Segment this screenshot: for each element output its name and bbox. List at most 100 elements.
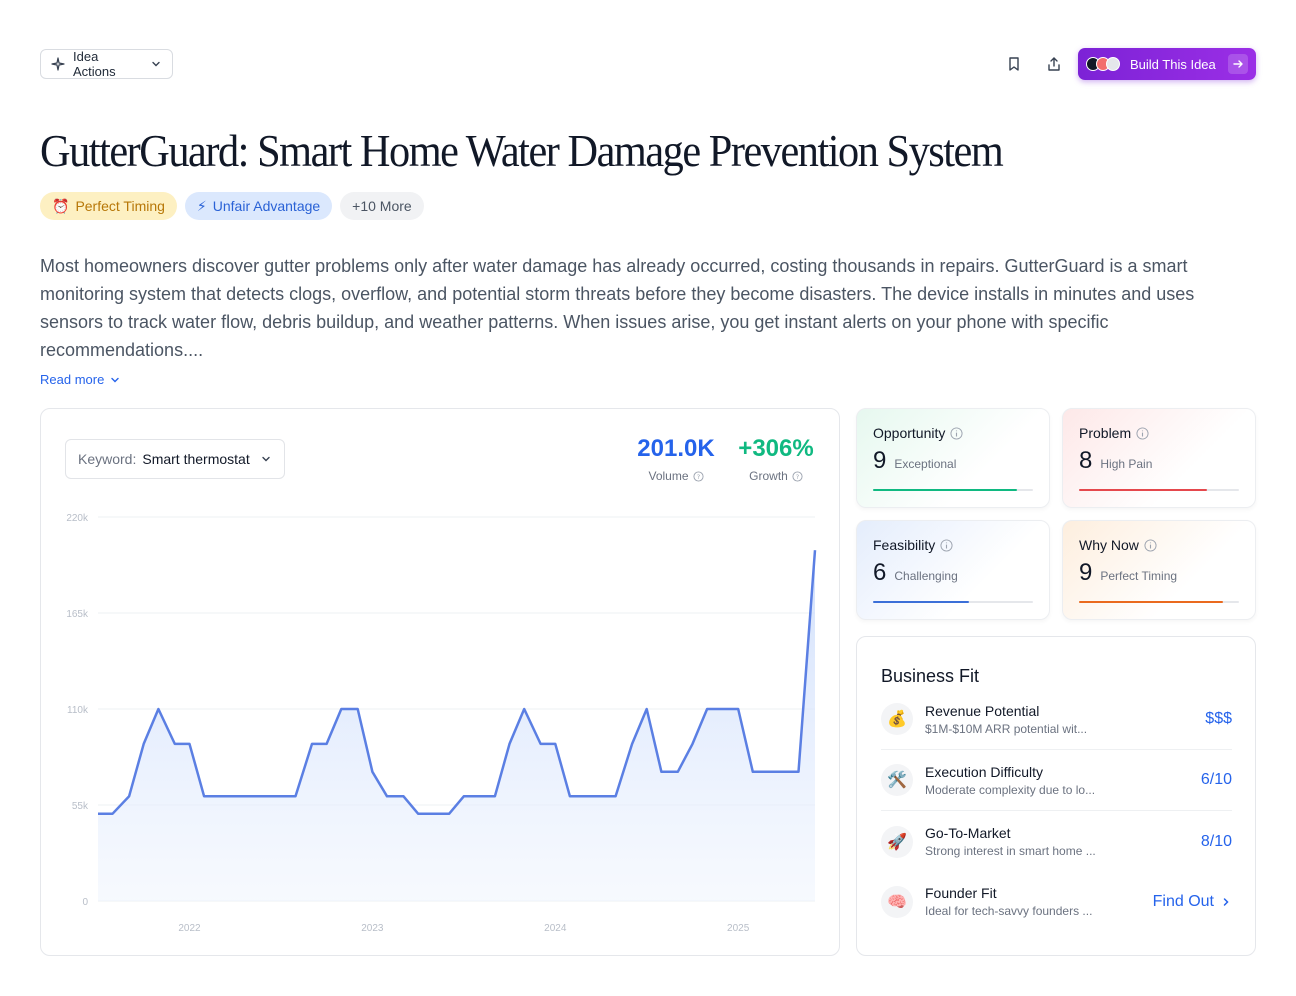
tag-unfair-advantage[interactable]: ⚡ Unfair Advantage [184,192,333,220]
find-out-label: Find Out [1152,892,1214,910]
tool-logos [1086,57,1120,71]
idea-actions-label: Idea Actions [73,49,116,79]
keyword-value: Smart thermostat [142,451,250,467]
keyword-select[interactable]: Keyword: Smart thermostat [65,439,285,479]
fit-text: Founder Fit Ideal for tech-savvy founder… [925,885,1101,918]
score-title-row: Problem [1079,425,1239,441]
fit-row-revenue-potential[interactable]: 💰 Revenue Potential $1M-$10M ARR potenti… [881,689,1232,750]
svg-text:?: ? [696,472,699,480]
score-value: 8 [1079,447,1093,474]
help-icon[interactable]: ? [692,470,704,482]
score-desc: Challenging [894,569,958,583]
tag-label: Unfair Advantage [212,198,321,214]
fit-text: Go-To-Market Strong interest in smart ho… [925,825,1101,858]
share-icon[interactable] [1043,53,1065,75]
tag-more[interactable]: +10 More [340,192,424,220]
build-this-idea-button[interactable]: Build This Idea [1078,48,1256,80]
score-bar [873,601,1033,603]
score-title-row: Feasibility [873,537,1033,553]
score-row: 8 High Pain [1079,447,1239,475]
y-tick-label: 165k [66,609,89,620]
fit-text: Execution Difficulty Moderate complexity… [925,764,1101,797]
volume-label: Volume [648,469,689,483]
fit-text: Revenue Potential $1M-$10M ARR potential… [925,703,1101,736]
score-bar-fill [873,601,969,603]
idea-actions-button[interactable]: Idea Actions [40,49,173,79]
info-icon[interactable] [1144,538,1157,552]
business-fit-card: Business Fit 💰 Revenue Potential $1M-$10… [856,636,1256,956]
fit-value-text: 6/10 [1200,771,1232,788]
x-tick-label: 2022 [178,923,201,934]
money-bag-icon: 💰 [881,703,913,735]
chevron-right-icon [1223,897,1229,906]
x-tick-label: 2024 [544,923,567,934]
alarm-clock-icon: ⏰ [52,197,70,214]
series-line [98,550,817,815]
trend-chart: 220k 165k 110k 55k 0 2022 2023 2024 2025 [66,513,817,934]
score-card-opportunity[interactable]: Opportunity 9 Exceptional [856,408,1050,508]
chevron-down-icon [111,377,120,382]
fit-value: 8/10 [1201,833,1232,851]
score-bar [1079,489,1239,491]
x-tick-label: 2023 [361,923,384,934]
info-icon[interactable] [950,426,963,440]
rocket-icon: 🚀 [881,825,913,858]
info-icon[interactable] [940,538,953,552]
x-tick-label: 2025 [727,923,750,934]
svg-text:?: ? [796,472,799,480]
fit-row-founder-fit[interactable]: 🧠 Founder Fit Ideal for tech-savvy found… [881,871,1232,932]
y-tick-label: 110k [67,705,89,716]
fit-row-execution-difficulty[interactable]: 🛠️ Execution Difficulty Moderate complex… [881,750,1232,811]
fit-desc: Ideal for tech-savvy founders ... [925,904,1093,918]
score-desc: High Pain [1100,457,1153,471]
fit-name: Execution Difficulty [925,763,1044,780]
tag-perfect-timing[interactable]: ⏰ Perfect Timing [40,192,177,220]
score-title: Why Now [1079,537,1139,553]
score-row: 9 Perfect Timing [1079,559,1239,587]
score-value: 9 [873,447,887,474]
fit-desc: $1M-$10M ARR potential wit... [925,721,1088,736]
business-fit-title: Business Fit [881,666,980,686]
build-label: Build This Idea [1130,56,1216,72]
fit-name: Founder Fit [925,885,997,901]
chevron-down-icon [262,456,270,462]
score-card-problem[interactable]: Problem 8 High Pain [1062,408,1256,508]
page-title: GutterGuard: Smart Home Water Damage Pre… [40,125,1004,176]
score-bar-fill [1079,601,1223,603]
info-icon[interactable] [1136,426,1149,440]
score-row: 6 Challenging [873,559,1033,587]
read-more-link[interactable]: Read more [40,372,120,387]
logo-3-icon [1106,57,1120,71]
score-bar [873,489,1033,491]
fit-desc: Strong interest in smart home ... [925,844,1096,858]
score-title: Problem [1079,425,1132,441]
tag-list: ⏰ Perfect Timing ⚡ Unfair Advantage +10 … [40,192,424,220]
score-card-why-now[interactable]: Why Now 9 Perfect Timing [1062,520,1256,620]
find-out-link[interactable]: Find Out [1153,893,1232,911]
fit-row-go-to-market[interactable]: 🚀 Go-To-Market Strong interest in smart … [881,811,1232,872]
score-value: 6 [873,559,887,586]
keyword-label: Keyword: [78,451,137,467]
score-card-feasibility[interactable]: Feasibility 6 Challenging [856,520,1050,620]
fit-value-text: $$$ [1205,710,1232,727]
score-bar [1079,601,1239,603]
chevron-down-icon [152,61,160,67]
fit-value-text: 8/10 [1200,832,1232,850]
fit-name: Go-To-Market [925,825,1011,841]
tag-label: +10 More [352,198,412,214]
bookmark-icon[interactable] [1003,53,1025,75]
fit-desc: Moderate complexity due to lo... [925,782,1096,797]
score-row: 9 Exceptional [873,447,1033,475]
score-title-row: Why Now [1079,537,1239,553]
arrow-right-icon [1228,54,1248,74]
series-area [98,550,815,901]
growth-value: +306% [738,435,814,462]
volume-value: 201.0K [637,435,715,462]
score-bar-fill [1079,489,1207,491]
score-bar-fill [873,489,1017,491]
help-icon[interactable]: ? [792,470,803,482]
tag-label: Perfect Timing [75,198,165,214]
y-tick-label: 220k [66,513,89,524]
top-bar: Idea Actions Build This Idea [40,48,1256,80]
tools-icon: 🛠️ [881,764,913,796]
